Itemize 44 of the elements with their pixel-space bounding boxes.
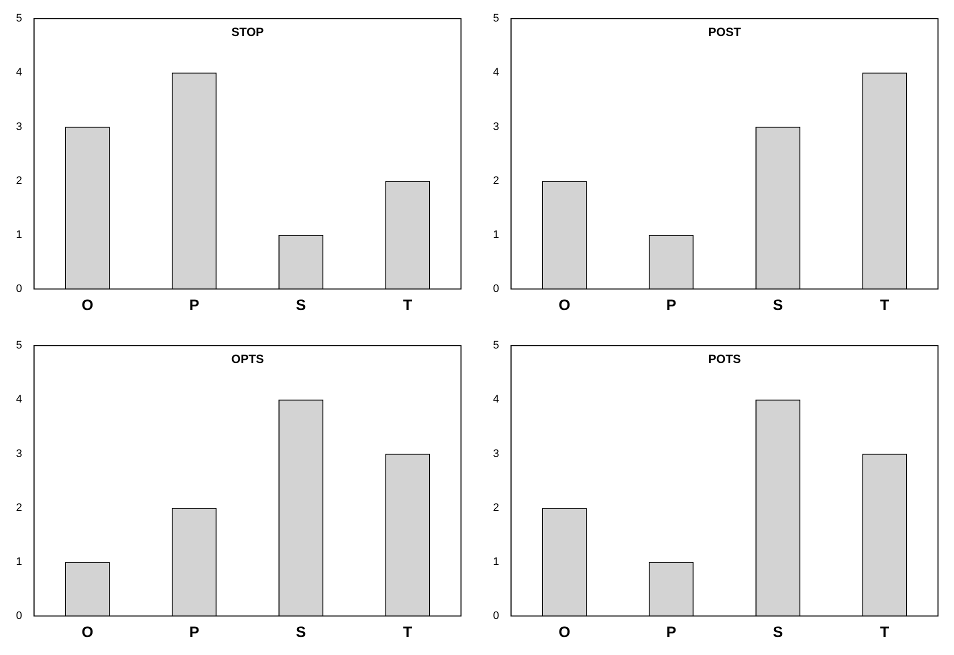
y-tick-label: 5	[16, 12, 22, 25]
x-tick-label: O	[82, 624, 94, 642]
text: POST	[708, 24, 742, 39]
text: OPTS	[231, 352, 264, 366]
y-tick-label: 2	[492, 174, 500, 187]
y-tick-label: 1	[492, 556, 500, 568]
y-tick-label: 2	[16, 502, 22, 514]
y-tick-label: 5	[492, 340, 500, 352]
y-tick-label: 0	[16, 610, 22, 622]
y-tick-label: 3	[492, 120, 500, 133]
x-tick-label: S	[772, 624, 783, 642]
x-tick-label: P	[666, 297, 676, 314]
y-tick-label: 3	[492, 448, 500, 460]
x-tick-label: P	[189, 624, 200, 642]
y-tick-label: 2	[492, 502, 500, 514]
x-tick-label: T	[403, 624, 412, 642]
y-tick-label: 4	[492, 66, 500, 79]
y-tick-label: 0	[492, 610, 500, 622]
y-tick-label: 5	[16, 340, 22, 352]
y-tick-label: 0	[492, 283, 500, 296]
y-tick-label: 5	[492, 12, 500, 25]
y-tick-label: 3	[16, 448, 22, 460]
y-tick-label: 1	[492, 228, 500, 241]
x-tick-label: T	[880, 297, 890, 314]
y-tick-label: 0	[16, 283, 22, 296]
x-tick-label: P	[666, 624, 676, 642]
x-tick-label: O	[82, 297, 94, 314]
y-tick-label: 1	[16, 556, 22, 568]
x-tick-label: T	[880, 624, 890, 642]
y-tick-label: 1	[16, 228, 22, 241]
y-tick-label: 2	[16, 174, 22, 187]
x-tick-label: P	[189, 297, 200, 314]
text: POTS	[708, 352, 741, 366]
y-tick-label: 3	[16, 120, 22, 133]
text: STOP	[231, 24, 264, 39]
x-tick-label: T	[403, 297, 412, 314]
y-tick-label: 4	[492, 394, 500, 406]
x-tick-label: S	[772, 297, 783, 314]
y-tick-label: 4	[16, 66, 22, 79]
x-tick-label: O	[558, 624, 571, 642]
x-tick-label: S	[296, 624, 306, 642]
x-tick-label: S	[296, 297, 306, 314]
x-tick-label: O	[558, 297, 571, 314]
y-tick-label: 4	[16, 394, 22, 406]
